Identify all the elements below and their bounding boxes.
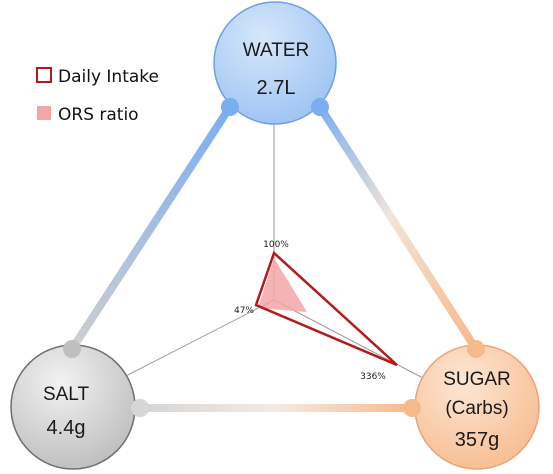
percent-label-sugar: 336%: [360, 372, 386, 382]
percent-label-water: 100%: [263, 240, 289, 250]
salt-label: SALT: [43, 384, 90, 405]
dot-salt-top: [63, 340, 81, 358]
sugar-node: SUGAR (Carbs) 357g: [414, 344, 540, 470]
dot-sugar-left: [403, 399, 421, 417]
connector-water-salt: [68, 103, 234, 353]
connector-dots: [63, 98, 485, 417]
dot-sugar-top: [467, 340, 485, 358]
sugar-value: 357g: [455, 429, 500, 451]
water-label: WATER: [243, 40, 310, 61]
water-node: WATER 2.7L: [213, 1, 337, 125]
ors-ratio-area: [258, 258, 307, 312]
connectors: [68, 103, 480, 412]
daily-intake-outline: [254, 250, 398, 367]
sugar-label: SUGAR: [443, 369, 511, 390]
dot-water-left: [221, 98, 239, 116]
legend-daily-intake-label: Daily Intake: [58, 67, 159, 87]
percent-label-salt: 47%: [234, 306, 254, 316]
legend-ors-ratio-swatch: [37, 106, 51, 120]
sugar-sublabel: (Carbs): [445, 398, 508, 419]
legend: Daily Intake ORS ratio: [36, 67, 159, 125]
connector-water-sugar: [316, 103, 480, 353]
axis-line-sugar: [273, 299, 424, 379]
dot-water-right: [311, 98, 329, 116]
salt-value: 4.4g: [47, 417, 86, 439]
salt-circle: [10, 344, 136, 470]
axis-line-salt: [121, 299, 275, 379]
legend-daily-intake-swatch: [36, 67, 52, 83]
water-circle: [213, 1, 337, 125]
dot-salt-right: [131, 399, 149, 417]
salt-node: SALT 4.4g: [10, 344, 136, 470]
legend-ors-ratio-label: ORS ratio: [58, 105, 139, 125]
water-value: 2.7L: [257, 77, 296, 99]
